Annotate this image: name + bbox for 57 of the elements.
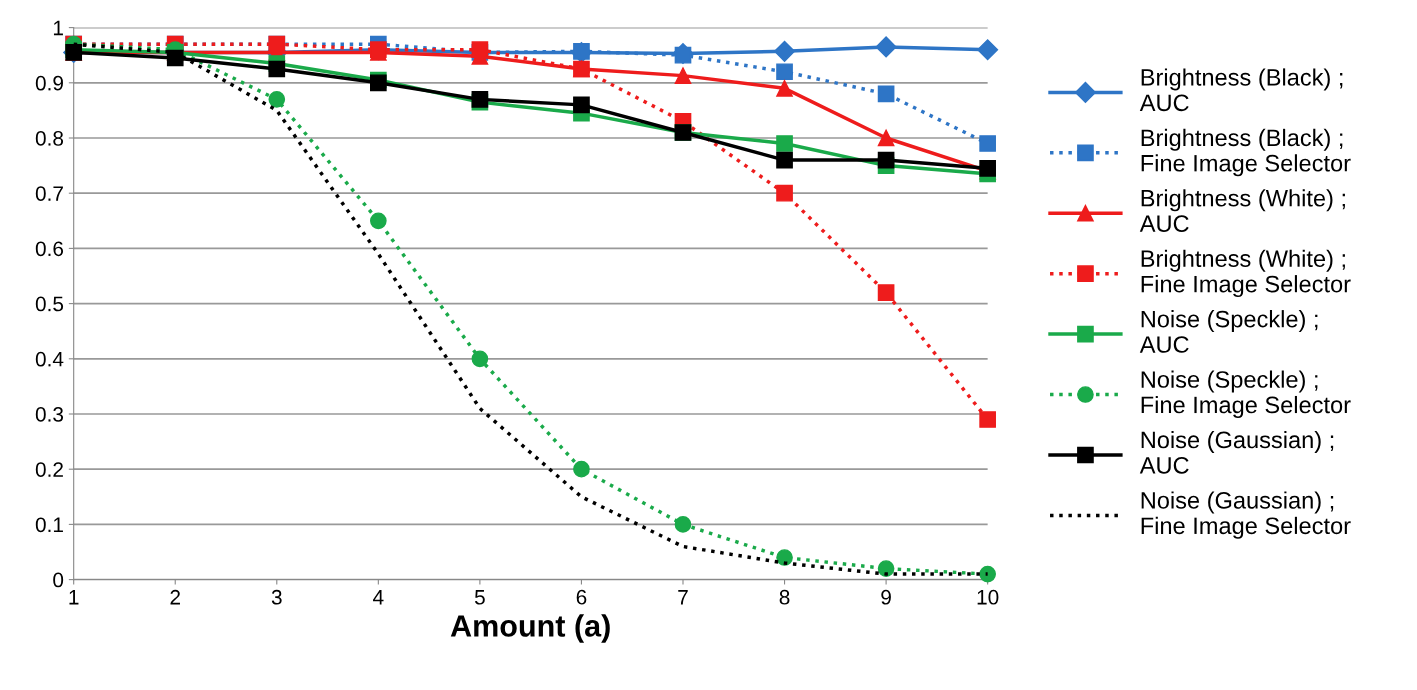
point — [674, 67, 692, 84]
x-tick-label: 10 — [977, 589, 999, 605]
y-tick-label: 0.8 — [35, 131, 64, 146]
x-tick-label: 2 — [170, 589, 180, 605]
x-tick-label: 9 — [881, 589, 891, 605]
x-tick-label: 7 — [678, 590, 688, 605]
point — [573, 96, 590, 114]
legend-label: Brightness (Black) ; Fine Image Selector — [1141, 128, 1351, 177]
x-tick-label: 5 — [474, 590, 485, 605]
point — [875, 36, 897, 58]
point — [471, 350, 489, 368]
legend-label: Noise (Gaussian) ; Fine Image Selector — [1141, 491, 1351, 539]
point — [268, 91, 286, 108]
point — [979, 565, 996, 583]
point — [776, 63, 793, 81]
legend-label: Noise (Speckle) ; Fine Image Selector — [1141, 370, 1351, 418]
point — [877, 560, 895, 577]
x-tick-label: 1 — [69, 590, 79, 605]
point — [977, 39, 999, 61]
legend-label: Noise (Speckle) ; AUC — [1139, 310, 1318, 353]
point — [877, 85, 895, 103]
legend-label: Noise (Gaussian) ; AUC — [1139, 430, 1334, 474]
legend-label: Brightness (Black) ; AUC — [1139, 68, 1343, 112]
point — [370, 212, 387, 230]
y-tick-label: 0.9 — [35, 75, 63, 91]
point — [776, 151, 793, 169]
point — [573, 43, 590, 60]
x-tick-label: 8 — [779, 589, 790, 605]
legend-label: Brightness (White) ; Fine Image Selector — [1141, 249, 1351, 298]
point — [776, 184, 793, 202]
point — [674, 516, 692, 533]
x-tick-label: 4 — [373, 590, 384, 605]
y-tick-label: 0.1 — [35, 517, 63, 533]
y-tick-label: 0.4 — [35, 351, 64, 367]
point — [877, 129, 895, 147]
point — [573, 460, 590, 478]
legend-label: Brightness (White) ; AUC — [1139, 189, 1345, 233]
x-axis-title: Amount (a) — [450, 614, 610, 643]
point — [776, 135, 793, 152]
point — [979, 135, 996, 152]
y-tick-label: 0.2 — [35, 462, 63, 477]
x-tick-label: 6 — [576, 589, 587, 605]
point — [573, 60, 590, 78]
point — [877, 284, 895, 301]
point — [268, 60, 286, 78]
y-tick-label: 0.7 — [35, 186, 63, 201]
y-tick-label: 0 — [53, 572, 64, 588]
y-tick-label: 0.5 — [35, 296, 64, 312]
point — [877, 151, 895, 169]
x-tick-label: 3 — [271, 589, 282, 605]
point — [774, 40, 796, 62]
point — [776, 79, 793, 97]
y-tick-label: 0.3 — [35, 407, 64, 422]
point — [979, 411, 996, 428]
y-tick-label: 0.6 — [35, 241, 64, 257]
y-tick-label: 1 — [53, 20, 63, 36]
point — [776, 549, 793, 566]
